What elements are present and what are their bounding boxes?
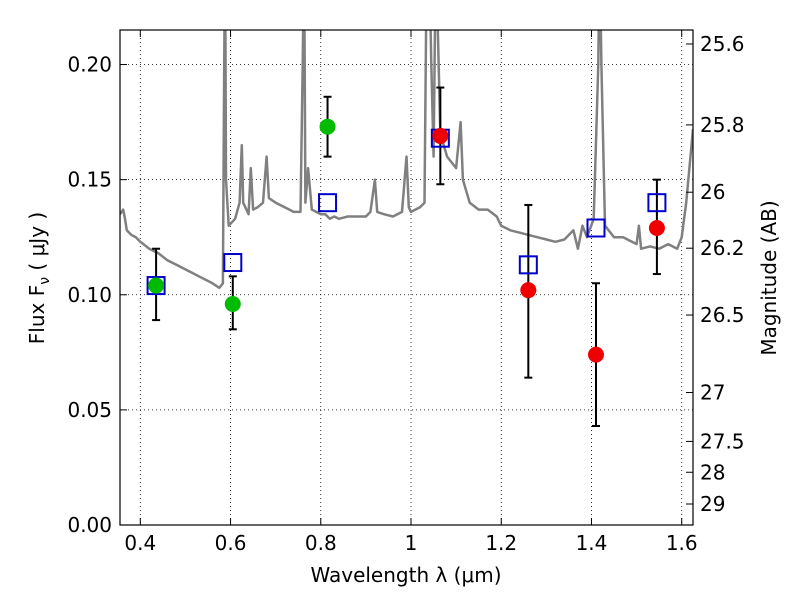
y-axis-label: Flux Fν ( μJy ): [25, 212, 53, 344]
green-points: [148, 118, 336, 312]
y-tick-label: 0.05: [67, 398, 112, 422]
square-marker: [586, 218, 606, 238]
square-marker: [146, 276, 166, 296]
y-tick-label: 0.15: [67, 168, 112, 192]
y-tick-label: 0.10: [67, 283, 112, 307]
green-point: [148, 277, 165, 294]
error-bars: [152, 86, 661, 427]
square-marker: [318, 193, 338, 213]
right-tick-label: 29: [700, 492, 725, 516]
red-point: [648, 220, 665, 236]
x-tick-label: 0.4: [124, 531, 156, 555]
model-spectrum-line: [120, 30, 693, 290]
right-tick-label: 25.6: [700, 32, 745, 56]
x-tick-label: 1.2: [485, 531, 517, 555]
green-point: [224, 295, 241, 312]
right-tick-label: 26: [700, 180, 725, 204]
y-axis-label-main: Flux F: [25, 285, 49, 344]
x-axis-ticks: 0.4 0.6 0.8 1 1.2 1.4 1.6: [124, 30, 698, 555]
right-tick-label: 28: [700, 460, 725, 484]
y-tick-label: 0.20: [67, 53, 112, 77]
right-axis-label: Magnitude (AB): [757, 200, 781, 355]
red-point: [520, 282, 537, 299]
right-tick-label: 26.5: [700, 303, 745, 327]
model-squares: [146, 128, 667, 296]
right-tick-label: 26.2: [700, 236, 745, 260]
x-tick-label: 0.6: [215, 531, 247, 555]
x-tick-label: 1.4: [576, 531, 608, 555]
y-axis-label-unit: ( μJy ): [25, 212, 49, 277]
grid-lines: [120, 30, 693, 526]
x-tick-label: 1.6: [666, 531, 698, 555]
y-axis-label-subscript: ν: [37, 277, 53, 285]
green-point: [319, 118, 336, 135]
plot-area: [120, 30, 693, 427]
right-tick-label: 27.5: [700, 429, 745, 453]
right-axis-ticks: 25.6 25.8 26 26.2 26.5 27 27.5 28 29: [686, 32, 745, 516]
plot-frame: [119, 29, 694, 526]
square-marker: [647, 193, 667, 213]
x-axis-label: Wavelength λ (μm): [310, 563, 501, 587]
right-tick-label: 27: [700, 381, 725, 405]
right-tick-label: 25.8: [700, 113, 745, 137]
red-point: [587, 346, 604, 363]
y-axis-ticks: 0.00 0.05 0.10 0.15 0.20: [67, 53, 127, 537]
x-tick-label: 1: [405, 531, 418, 555]
y-tick-label: 0.00: [67, 513, 112, 537]
x-tick-label: 0.8: [305, 531, 337, 555]
square-marker: [223, 253, 243, 273]
red-point: [432, 127, 449, 144]
square-marker: [518, 255, 538, 275]
red-points: [432, 127, 665, 363]
